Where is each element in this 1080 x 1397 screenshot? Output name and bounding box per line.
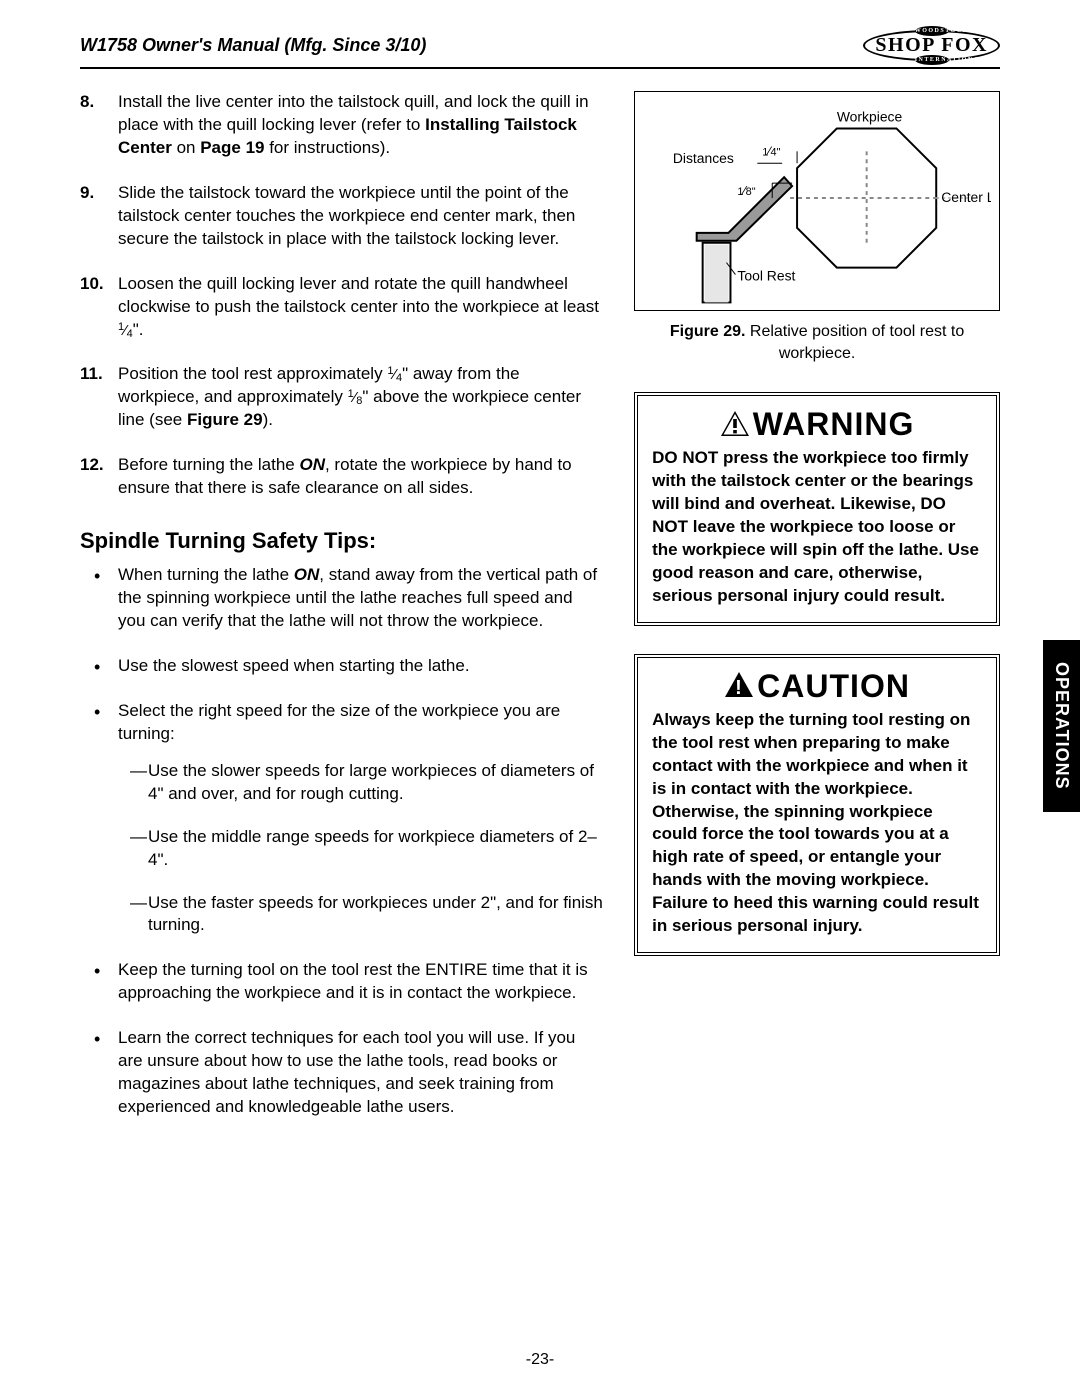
step-9: 9. Slide the tailstock toward the workpi… bbox=[80, 182, 604, 251]
warning-body: DO NOT press the workpiece too firmly wi… bbox=[652, 447, 982, 608]
brand-logo: WOODSTOCK SHOP FOX INTERNATIONAL bbox=[863, 30, 1000, 61]
warning-box: WARNING DO NOT press the workpiece too f… bbox=[634, 392, 1000, 626]
warning-icon bbox=[720, 410, 750, 437]
dim-1-4: 1⁄4" bbox=[762, 143, 780, 158]
tip-3: Select the right speed for the size of t… bbox=[110, 700, 604, 938]
tips-heading: Spindle Turning Safety Tips: bbox=[80, 528, 604, 554]
page-number: -23- bbox=[0, 1351, 1080, 1369]
caution-icon: ! bbox=[724, 671, 754, 698]
tip-5: Learn the correct techniques for each to… bbox=[110, 1027, 604, 1119]
figure-29-svg: Workpiece Distances Center Line Tool Res… bbox=[643, 102, 991, 304]
figure-29-caption: Figure 29. Relative position of tool res… bbox=[634, 321, 1000, 364]
tip-2: Use the slowest speed when starting the … bbox=[110, 655, 604, 678]
step-11: 11. Position the tool rest approximately… bbox=[80, 363, 604, 432]
step-10: 10. Loosen the quill locking lever and r… bbox=[80, 273, 604, 342]
tips-list: When turning the lathe ON, stand away fr… bbox=[80, 564, 604, 1119]
label-workpiece: Workpiece bbox=[837, 108, 903, 124]
svg-text:!: ! bbox=[735, 677, 743, 698]
label-centerline: Center Line bbox=[941, 189, 991, 205]
right-column: Workpiece Distances Center Line Tool Res… bbox=[634, 91, 1000, 1141]
left-column: 8. Install the live center into the tail… bbox=[80, 91, 604, 1141]
step-12: 12. Before turning the lathe ON, rotate … bbox=[80, 454, 604, 500]
step-8: 8. Install the live center into the tail… bbox=[80, 91, 604, 160]
caution-heading: ! CAUTION bbox=[652, 668, 982, 705]
header: W1758 Owner's Manual (Mfg. Since 3/10) W… bbox=[80, 30, 1000, 69]
tip-3-sub: Use the slower speeds for large workpiec… bbox=[118, 760, 604, 938]
figure-29: Workpiece Distances Center Line Tool Res… bbox=[634, 91, 1000, 311]
tip-1: When turning the lathe ON, stand away fr… bbox=[110, 564, 604, 633]
section-tab: OPERATIONS bbox=[1043, 640, 1080, 812]
warning-heading: WARNING bbox=[652, 406, 982, 443]
tip-4: Keep the turning tool on the tool rest t… bbox=[110, 959, 604, 1005]
page: W1758 Owner's Manual (Mfg. Since 3/10) W… bbox=[0, 0, 1080, 1141]
caution-box: ! CAUTION Always keep the turning tool r… bbox=[634, 654, 1000, 956]
caution-body: Always keep the turning tool resting on … bbox=[652, 709, 982, 938]
manual-title: W1758 Owner's Manual (Mfg. Since 3/10) bbox=[80, 35, 426, 56]
dim-1-8: 1⁄8" bbox=[738, 183, 756, 198]
label-distances: Distances bbox=[673, 150, 734, 166]
main-columns: 8. Install the live center into the tail… bbox=[80, 91, 1000, 1141]
label-toolrest: Tool Rest bbox=[738, 268, 796, 284]
